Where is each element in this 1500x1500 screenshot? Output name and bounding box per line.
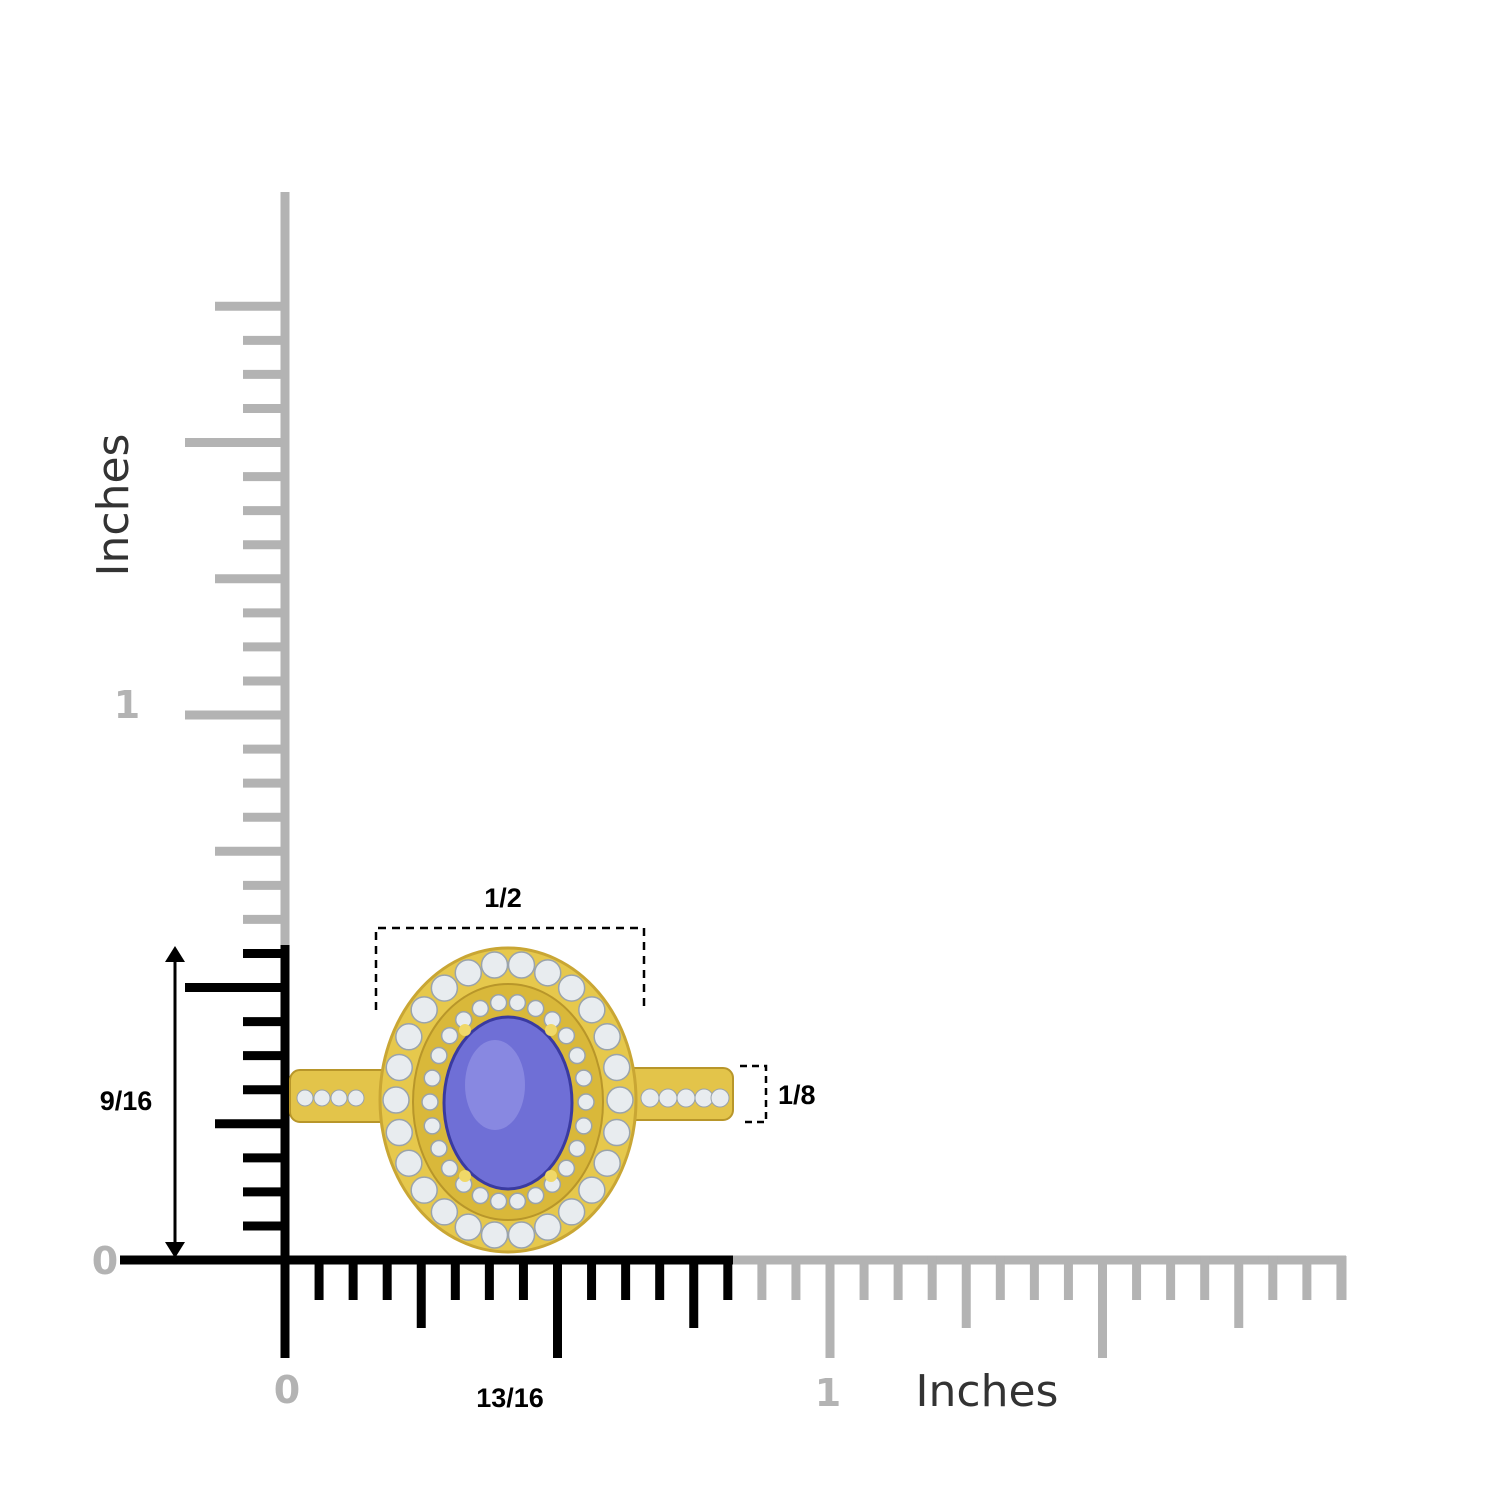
diamond (421, 1093, 439, 1111)
diamond (430, 974, 459, 1002)
diamond (313, 1089, 331, 1107)
diamond (574, 1117, 593, 1135)
diamond (557, 1026, 576, 1045)
horizontal-one-label: 1 (815, 1371, 841, 1415)
diamond (480, 1221, 509, 1249)
diamond (578, 1176, 606, 1204)
diamond (471, 999, 490, 1018)
diamond (602, 1118, 631, 1147)
diamond (430, 1046, 448, 1065)
ring-image (289, 946, 734, 1254)
prong (459, 1170, 471, 1182)
diamond (526, 1186, 545, 1205)
band-bracket (740, 1064, 768, 1124)
diamond (423, 1069, 442, 1087)
diamond (382, 1086, 410, 1114)
diamond (508, 1192, 527, 1211)
diamond (602, 1053, 631, 1082)
height-arrow (165, 946, 185, 1258)
band-width-label: 1/8 (778, 1080, 816, 1110)
diamond (471, 1186, 490, 1205)
diamond (395, 1023, 423, 1051)
prong (459, 1024, 471, 1036)
vertical-one-label: 1 (114, 683, 140, 727)
vertical-unit-label: Inches (88, 434, 139, 577)
diamond (710, 1088, 730, 1108)
diamond (454, 1213, 483, 1241)
vertical-ruler (185, 192, 290, 1264)
horizontal-ruler (120, 1255, 1347, 1358)
diamond (574, 1069, 593, 1087)
diamond (347, 1089, 365, 1107)
diamond (557, 1159, 576, 1178)
diamond (568, 1046, 586, 1065)
width-label: 1/2 (484, 883, 522, 913)
diamond (410, 996, 438, 1024)
diamond (593, 1023, 621, 1051)
diamond (507, 1221, 536, 1249)
diamond (410, 1176, 438, 1204)
horizontal-unit-label: Inches (916, 1366, 1059, 1417)
diamond (676, 1088, 696, 1108)
diamond (430, 1139, 448, 1158)
gem-highlight (465, 1040, 525, 1130)
diamond-halo (296, 951, 730, 1249)
diamond (430, 1198, 459, 1226)
diamond (454, 959, 483, 987)
diamond (526, 999, 545, 1018)
diamond (395, 1149, 423, 1177)
diamond (440, 1026, 459, 1045)
diamond (440, 1159, 459, 1178)
diamond (385, 1118, 414, 1147)
prong (545, 1170, 557, 1182)
horizontal-zero-label: 0 (274, 1368, 300, 1412)
diamond (557, 974, 586, 1002)
diamond (423, 1117, 442, 1135)
diamond (533, 1213, 562, 1241)
diamond (640, 1088, 660, 1108)
height-label: 9/16 (100, 1086, 153, 1116)
diamond (606, 1086, 634, 1114)
width-bracket (374, 926, 646, 1010)
diamond (577, 1093, 595, 1111)
diamond (489, 1192, 508, 1211)
diamond (658, 1088, 678, 1108)
diamond (568, 1139, 586, 1158)
diamond (533, 959, 562, 987)
diamond (489, 993, 508, 1012)
diamond (557, 1198, 586, 1226)
diamond (593, 1149, 621, 1177)
diamond (508, 993, 527, 1012)
diamond (296, 1089, 314, 1107)
diamond (507, 951, 536, 979)
diamond (578, 996, 606, 1024)
diamond (480, 951, 509, 979)
length-label: 13/16 (476, 1383, 544, 1413)
diamond (330, 1089, 348, 1107)
diamond (385, 1053, 414, 1082)
diamond (694, 1088, 714, 1108)
prong (545, 1024, 557, 1036)
vertical-zero-label: 0 (92, 1239, 118, 1283)
